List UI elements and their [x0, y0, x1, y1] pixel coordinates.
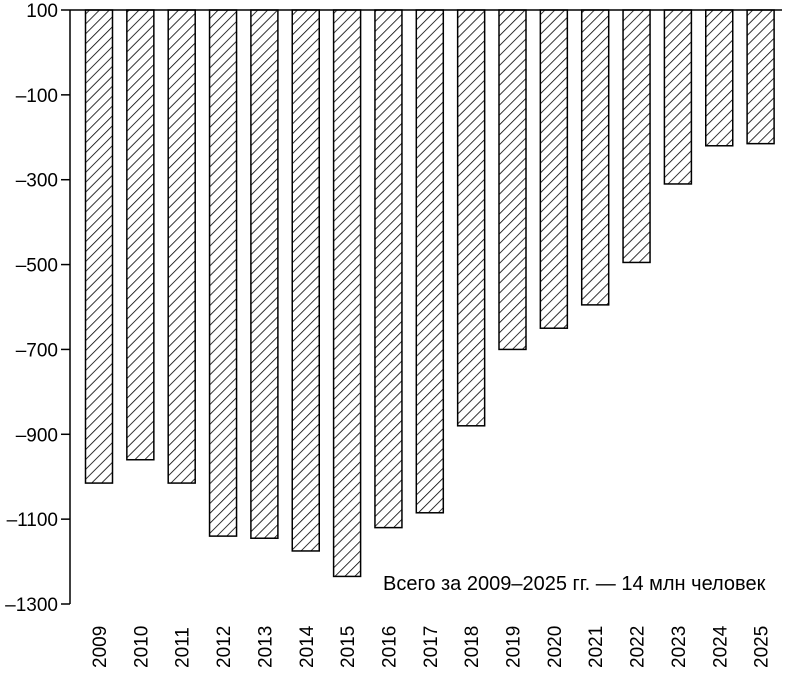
bar-2011 [167, 9, 196, 484]
bar-2019 [498, 9, 527, 351]
x-axis-labels: 2009 2010 2011 2012 2013 2014 2015 2016 2017 2018… [90, 625, 773, 668]
x-tick-label-2014: 2014 [297, 625, 318, 668]
x-tick-label-2011: 2011 [173, 627, 194, 668]
x-tick-label-2021: 2021 [586, 626, 607, 668]
x-tick-label-2024: 2024 [710, 625, 731, 668]
y-tick-label: –300 [16, 171, 58, 192]
bar-2012 [208, 9, 238, 537]
bar-2025 [746, 9, 775, 145]
x-tick-label-2025: 2025 [752, 626, 773, 668]
bar-2020 [539, 9, 569, 329]
x-tick-label-2019: 2019 [504, 626, 525, 668]
bar-2023 [663, 9, 693, 185]
x-tick-label-2015: 2015 [338, 626, 359, 668]
bar-2010 [126, 9, 155, 461]
x-tick-label-2018: 2018 [462, 626, 483, 668]
x-tick-label-2009: 2009 [90, 626, 111, 668]
x-tick-label-2010: 2010 [131, 626, 152, 668]
x-tick-label-2017: 2017 [421, 626, 442, 668]
y-axis: 100 –100 –300 –500 –700 –900 –1100 –1300 [5, 1, 782, 616]
y-tick-label: –100 [16, 86, 58, 107]
y-tick-label: –1300 [5, 595, 58, 616]
bar-2022 [622, 9, 651, 264]
bar-2009 [84, 9, 114, 484]
bar-2013 [250, 9, 279, 539]
bars [84, 9, 775, 578]
x-tick-label-2013: 2013 [255, 626, 276, 668]
x-tick-label-2022: 2022 [628, 626, 649, 668]
x-tick-label-2020: 2020 [545, 626, 566, 668]
y-tick-label: –900 [16, 425, 58, 446]
y-tick-label: –1100 [7, 510, 58, 531]
bar-2016 [374, 9, 403, 529]
bar-2014 [291, 9, 320, 552]
y-tick-label: 100 [26, 1, 58, 22]
x-tick-label-2012: 2012 [214, 626, 235, 668]
bar-2015 [332, 9, 362, 578]
y-tick-label: –700 [16, 340, 58, 361]
bar-2024 [705, 9, 734, 147]
bar-2018 [456, 9, 486, 427]
x-tick-label-2016: 2016 [379, 626, 400, 668]
x-tick-label-2023: 2023 [669, 626, 690, 668]
total-annotation: Всего за 2009–2025 гг. — 14 млн человек [383, 573, 766, 595]
y-tick-label: –500 [16, 256, 58, 277]
bar-2021 [580, 9, 610, 306]
bar-2017 [415, 9, 445, 514]
